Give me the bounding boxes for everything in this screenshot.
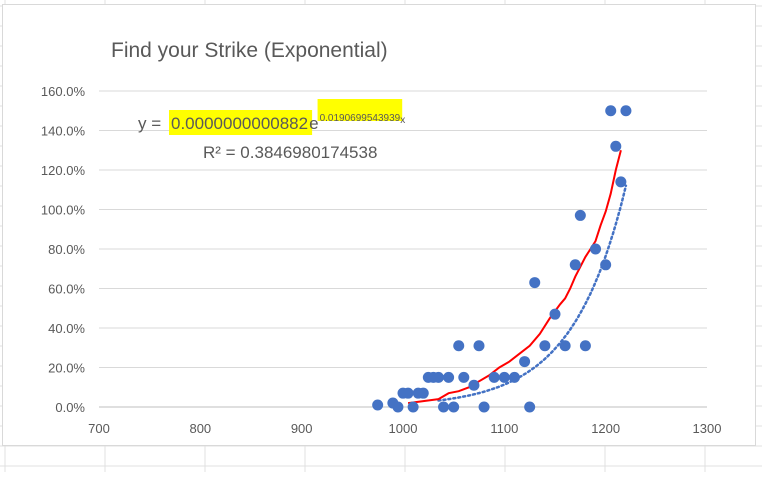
data-point-16 <box>468 379 480 391</box>
coefficient-highlight <box>169 110 313 135</box>
chart-gridlines <box>99 90 707 408</box>
r-squared-label: R² = 0.3846980174538 <box>203 143 377 162</box>
exponential-trendline <box>437 184 628 402</box>
data-point-4 <box>402 387 414 399</box>
trendline-equation: y = 0.0000000000882 e 0.0190699543939 x … <box>138 99 405 162</box>
data-point-36 <box>620 105 632 117</box>
exponent-highlight <box>317 99 403 121</box>
x-tick-label-4: 1100 <box>490 421 518 436</box>
equation-prefix: y = <box>138 114 161 133</box>
scatter-chart: 0.0% 20.0% 40.0% 60.0% 80.0% 100.0% 120.0% 140.… <box>41 39 722 436</box>
data-point-27 <box>559 340 571 352</box>
data-point-12 <box>443 371 455 383</box>
y-tick-label-2: 40.0% <box>48 321 85 336</box>
x-tick-label-6: 1300 <box>693 421 722 436</box>
data-point-22 <box>519 356 531 368</box>
data-point-19 <box>488 371 500 383</box>
x-tick-label-2: 900 <box>291 421 313 436</box>
y-tick-label-7: 140.0% <box>41 124 86 139</box>
y-tick-label-5: 100.0% <box>41 203 86 218</box>
data-point-29 <box>574 209 586 221</box>
data-point-18 <box>478 401 490 413</box>
red-curve <box>407 150 622 405</box>
chart-area[interactable]: 0.0% 20.0% 40.0% 60.0% 80.0% 100.0% 120.0% 140.… <box>2 4 756 446</box>
data-point-31 <box>590 243 602 255</box>
data-point-32 <box>600 259 612 271</box>
data-point-28 <box>569 259 581 271</box>
data-point-5 <box>407 401 419 413</box>
equation-coefficient: 0.0000000000882 <box>171 114 308 133</box>
data-points <box>372 105 632 413</box>
data-point-25 <box>539 340 551 352</box>
chart-title: Find your Strike (Exponential) <box>111 39 388 62</box>
x-tick-label-0: 700 <box>88 421 110 436</box>
trendline-group <box>437 184 628 402</box>
data-point-17 <box>473 340 485 352</box>
x-tick-label-3: 1000 <box>389 421 418 436</box>
data-point-20 <box>498 371 510 383</box>
equation-exponent: 0.0190699543939 <box>320 113 401 124</box>
y-axis-tick-labels: 0.0% 20.0% 40.0% 60.0% 80.0% 100.0% 120.0% 140.… <box>41 84 86 415</box>
data-point-35 <box>615 176 627 188</box>
equation-base: e <box>309 114 318 133</box>
x-tick-label-1: 800 <box>189 421 211 436</box>
data-point-0 <box>372 399 384 411</box>
y-tick-label-8: 160.0% <box>41 84 86 99</box>
y-tick-label-1: 20.0% <box>48 361 85 376</box>
y-tick-label-4: 80.0% <box>48 242 85 257</box>
data-point-10 <box>432 371 444 383</box>
y-tick-label-3: 60.0% <box>48 282 85 297</box>
equation-variable: x <box>400 115 405 126</box>
data-point-14 <box>453 340 465 352</box>
data-point-30 <box>579 340 591 352</box>
x-axis-tick-labels: 700 800 900 1000 1100 1200 1300 <box>88 421 721 436</box>
data-point-24 <box>529 277 541 289</box>
data-point-15 <box>458 371 470 383</box>
x-tick-label-5: 1200 <box>591 421 620 436</box>
data-point-34 <box>610 140 622 152</box>
data-point-23 <box>524 401 536 413</box>
data-point-11 <box>438 401 450 413</box>
red-curve-group <box>407 150 622 405</box>
data-point-21 <box>508 371 520 383</box>
data-point-7 <box>417 387 429 399</box>
y-tick-label-6: 120.0% <box>41 163 86 178</box>
y-tick-label-0: 0.0% <box>55 400 85 415</box>
data-point-2 <box>392 401 404 413</box>
data-point-26 <box>549 308 561 320</box>
data-point-13 <box>448 401 460 413</box>
data-point-33 <box>605 105 617 117</box>
